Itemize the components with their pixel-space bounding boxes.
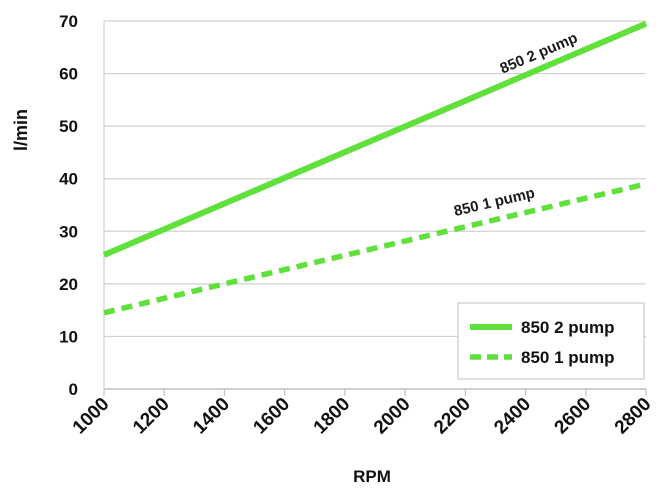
y-axis-title: l/min — [11, 109, 31, 151]
legend-label-2: 850 1 pump — [521, 348, 615, 367]
x-tick-label: 1000 — [69, 394, 114, 439]
gridlines — [104, 20, 646, 338]
y-tick-labels: 0 10 20 30 40 50 60 70 — [59, 12, 78, 399]
y-tick-label: 0 — [69, 380, 78, 399]
x-tick-label: 2800 — [611, 394, 656, 439]
y-tick-label: 40 — [59, 170, 78, 189]
x-axis-title: RPM — [353, 467, 391, 486]
x-tick-label: 2400 — [490, 394, 535, 439]
legend-label-1: 850 2 pump — [521, 318, 615, 337]
x-tick-label: 1600 — [249, 394, 294, 439]
x-tick-label: 1400 — [189, 394, 234, 439]
legend: 850 2 pump 850 1 pump — [457, 302, 645, 380]
inline-label-series-2: 850 1 pump — [452, 184, 536, 220]
x-tick-label: 1800 — [310, 394, 355, 439]
legend-box — [457, 302, 645, 380]
y-tick-label: 10 — [59, 327, 78, 346]
y-tick-label: 60 — [59, 65, 78, 84]
x-tick-label: 2000 — [370, 394, 415, 439]
y-tick-label: 20 — [59, 275, 78, 294]
series-line-2 — [103, 181, 647, 316]
x-tick-label: 1200 — [129, 394, 174, 439]
y-tick-label: 30 — [59, 222, 78, 241]
y-tick-label: 70 — [59, 12, 78, 31]
axes — [103, 21, 647, 396]
series-lines — [102, 20, 648, 316]
x-tick-label: 2600 — [551, 394, 596, 439]
y-tick-label: 50 — [59, 117, 78, 136]
series-line-1 — [102, 20, 648, 258]
x-tick-label: 2200 — [430, 394, 475, 439]
x-tick-labels: 1000 1200 1400 1600 1800 2000 2200 2400 2600 2800 — [69, 394, 656, 439]
